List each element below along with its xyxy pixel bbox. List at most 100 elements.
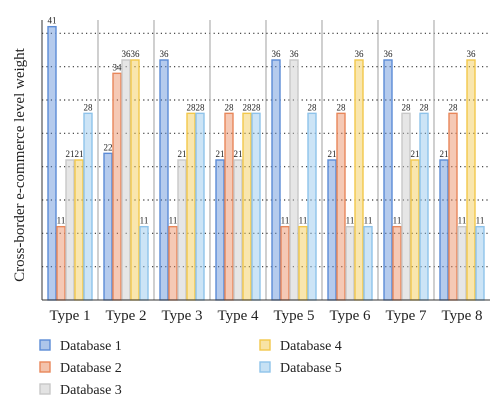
- bar-value-label: 11: [281, 216, 290, 226]
- y-axis-label: Cross-border e-commerce level weight: [12, 47, 28, 281]
- x-tick-label: Type 2: [105, 308, 146, 324]
- bar: [195, 112, 205, 301]
- x-tick-label: Type 3: [161, 308, 202, 324]
- bar: [336, 112, 346, 301]
- legend-swatch: [259, 361, 271, 373]
- gridlines: [42, 20, 490, 300]
- bar-value-label: 28: [402, 102, 412, 112]
- x-tick-label: Type 6: [329, 308, 371, 324]
- bar-value-label: 36: [160, 49, 170, 59]
- bar-value-label: 11: [458, 216, 467, 226]
- bar-value-label: 11: [140, 216, 149, 226]
- bar: [83, 112, 93, 301]
- legend-swatch: [39, 383, 51, 395]
- bar: [289, 59, 299, 301]
- bar: [298, 225, 308, 301]
- bar: [419, 112, 429, 301]
- legend: Database 1 Database 2 Database 3 Database 4…: [39, 339, 342, 398]
- legend-label: Database 1: [60, 339, 122, 354]
- bar-value-label: 28: [449, 102, 459, 112]
- bar: [130, 59, 140, 301]
- legend-swatch: [259, 339, 271, 351]
- x-tick-label: Type 5: [273, 308, 314, 324]
- bar-value-label: 28: [187, 102, 197, 112]
- bar-value-label: 21: [75, 149, 84, 159]
- bar: [271, 59, 281, 301]
- bar: [354, 59, 364, 301]
- bar: [327, 159, 337, 301]
- bar: [74, 159, 84, 301]
- bar-value-label: 34: [113, 62, 123, 72]
- bar-value-label: 11: [476, 216, 485, 226]
- legend-label: Database 2: [60, 361, 122, 376]
- bar-value-label: 36: [131, 49, 141, 59]
- bars: [47, 25, 485, 301]
- bar-value-label: 28: [196, 102, 206, 112]
- bar-value-label: 11: [57, 216, 66, 226]
- bar: [401, 112, 411, 301]
- bar-value-label: 28: [243, 102, 253, 112]
- bar: [457, 225, 467, 301]
- bar: [242, 112, 252, 301]
- bar-value-label: 28: [308, 102, 318, 112]
- x-tick-labels: Type 1 Type 2 Type 3 Type 4 Type 5 Type 6 Type…: [49, 308, 482, 324]
- legend-label: Database 3: [60, 383, 122, 398]
- legend-label: Database 5: [280, 361, 342, 376]
- bar: [280, 225, 290, 301]
- bar-value-label: 28: [84, 102, 94, 112]
- bar: [363, 225, 373, 301]
- bar-value-label: 21: [328, 149, 337, 159]
- bar: [112, 72, 122, 301]
- bar: [65, 159, 75, 301]
- bar: [224, 112, 234, 301]
- legend-swatch: [39, 361, 51, 373]
- bar: [47, 25, 57, 301]
- bar: [139, 225, 149, 301]
- bar-value-label: 36: [355, 49, 365, 59]
- bar: [177, 159, 187, 301]
- bar-value-label: 36: [467, 49, 477, 59]
- x-tick-label: Type 8: [441, 308, 482, 324]
- bar: [345, 225, 355, 301]
- bar-value-label: 36: [290, 49, 300, 59]
- bar-value-label: 22: [104, 142, 113, 152]
- bar-value-label: 36: [384, 49, 394, 59]
- bar: [439, 159, 449, 301]
- legend-label: Database 4: [280, 339, 342, 354]
- bar: [392, 225, 402, 301]
- bar: [448, 112, 458, 301]
- x-tick-label: Type 1: [49, 308, 90, 324]
- bar-value-label: 28: [420, 102, 430, 112]
- bar-value-label: 41: [48, 16, 57, 26]
- bar-value-label: 11: [364, 216, 373, 226]
- bar-value-label: 11: [346, 216, 355, 226]
- bar: [383, 59, 393, 301]
- bar: [475, 225, 485, 301]
- bar-value-label: 21: [66, 149, 75, 159]
- bar: [251, 112, 261, 301]
- bar-value-label: 36: [272, 49, 282, 59]
- bar-value-label: 36: [122, 49, 132, 59]
- bar-value-label: 28: [225, 102, 235, 112]
- bar-value-label: 11: [299, 216, 308, 226]
- bar: [215, 159, 225, 301]
- bar-value-label: 21: [234, 149, 243, 159]
- bar-value-label: 21: [216, 149, 225, 159]
- bar-value-label: 21: [411, 149, 420, 159]
- bar: [159, 59, 169, 301]
- bar: [466, 59, 476, 301]
- bar-value-label: 21: [440, 149, 449, 159]
- bar: [103, 152, 113, 301]
- bar: [233, 159, 243, 301]
- bar: [186, 112, 196, 301]
- bar: [307, 112, 317, 301]
- bar-value-label: 11: [393, 216, 402, 226]
- bar-value-label: 11: [169, 216, 178, 226]
- bar-value-label: 28: [337, 102, 347, 112]
- bar-value-label: 21: [178, 149, 187, 159]
- x-tick-label: Type 4: [217, 308, 259, 324]
- bar: [56, 225, 66, 301]
- x-tick-label: Type 7: [385, 308, 427, 324]
